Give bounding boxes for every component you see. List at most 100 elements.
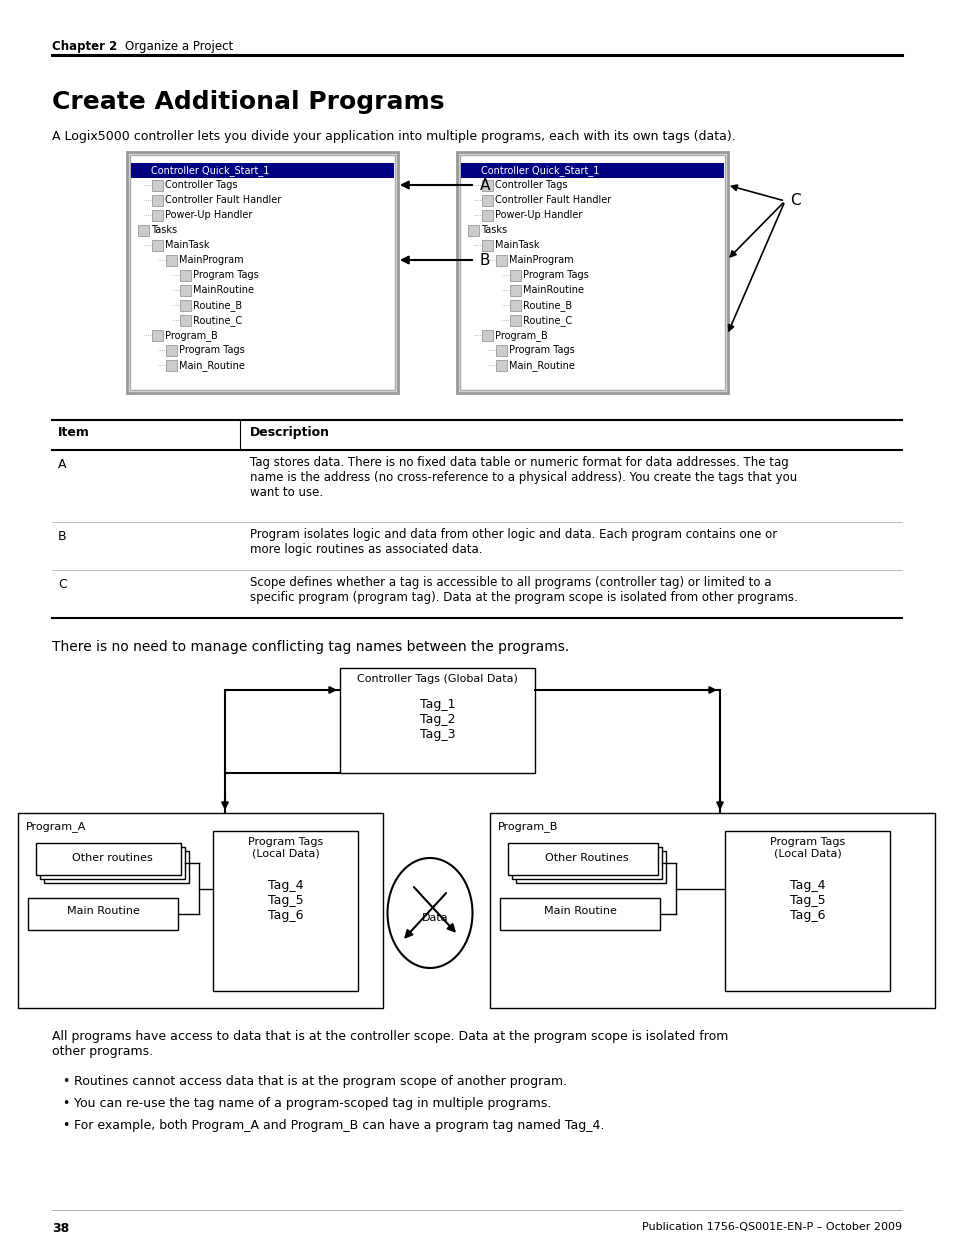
Bar: [180, 300, 191, 311]
Text: Program_B: Program_B: [497, 821, 558, 832]
Text: Other Routines: Other Routines: [544, 853, 628, 863]
Text: Data: Data: [421, 913, 448, 923]
Bar: [481, 240, 493, 251]
Text: Tasks: Tasks: [480, 225, 507, 235]
Bar: [456, 152, 727, 393]
Text: You can re-use the tag name of a program-scoped tag in multiple programs.: You can re-use the tag name of a program…: [74, 1097, 551, 1110]
Bar: [468, 225, 478, 236]
Text: Program Tags: Program Tags: [193, 270, 258, 280]
Text: Tag_1
Tag_2
Tag_3: Tag_1 Tag_2 Tag_3: [419, 698, 455, 741]
Text: Tag stores data. There is no fixed data table or numeric format for data address: Tag stores data. There is no fixed data …: [250, 456, 797, 499]
Bar: [496, 359, 506, 370]
Text: Program Tags: Program Tags: [522, 270, 588, 280]
Bar: [468, 165, 478, 177]
Bar: [459, 156, 724, 390]
Text: Controller Fault Handler: Controller Fault Handler: [165, 195, 281, 205]
Text: 38: 38: [52, 1221, 70, 1235]
Text: Power-Up Handler: Power-Up Handler: [165, 210, 253, 220]
Text: Power-Up Handler: Power-Up Handler: [495, 210, 581, 220]
Bar: [460, 163, 723, 178]
Text: B: B: [479, 253, 490, 268]
Text: Main_Routine: Main_Routine: [509, 359, 575, 370]
Text: A: A: [479, 178, 490, 193]
Text: MainRoutine: MainRoutine: [522, 285, 583, 295]
Text: MainTask: MainTask: [495, 240, 539, 249]
Text: Controller Quick_Start_1: Controller Quick_Start_1: [151, 165, 269, 175]
Text: MainProgram: MainProgram: [179, 254, 243, 266]
Bar: [166, 345, 177, 356]
Bar: [44, 851, 189, 883]
Text: Organize a Project: Organize a Project: [110, 40, 233, 53]
Bar: [130, 156, 395, 390]
Bar: [481, 330, 493, 341]
Text: Tag_4
Tag_5
Tag_6: Tag_4 Tag_5 Tag_6: [268, 879, 303, 923]
Text: Main Routine: Main Routine: [67, 906, 139, 916]
Text: A Logix5000 controller lets you divide your application into multiple programs, : A Logix5000 controller lets you divide y…: [52, 130, 735, 143]
Bar: [152, 180, 163, 191]
Bar: [166, 254, 177, 266]
Bar: [180, 315, 191, 326]
Text: Scope defines whether a tag is accessible to all programs (controller tag) or li: Scope defines whether a tag is accessibl…: [250, 576, 797, 604]
Text: •: •: [62, 1119, 70, 1132]
Text: Program_B: Program_B: [495, 330, 547, 341]
Text: Controller Tags: Controller Tags: [165, 180, 237, 190]
Bar: [28, 898, 178, 930]
Text: Tag_4
Tag_5
Tag_6: Tag_4 Tag_5 Tag_6: [789, 879, 824, 923]
Text: •: •: [62, 1097, 70, 1110]
Text: Create Additional Programs: Create Additional Programs: [52, 90, 444, 114]
Text: Program Tags
(Local Data): Program Tags (Local Data): [769, 837, 844, 858]
Text: Program_B: Program_B: [165, 330, 217, 341]
Text: Routine_C: Routine_C: [522, 315, 572, 326]
Text: MainProgram: MainProgram: [509, 254, 573, 266]
Bar: [496, 254, 506, 266]
Text: Program Tags: Program Tags: [509, 345, 574, 354]
Bar: [481, 180, 493, 191]
Text: Program_A: Program_A: [26, 821, 87, 832]
Bar: [499, 898, 659, 930]
Text: Routine_B: Routine_B: [193, 300, 242, 311]
Text: There is no need to manage conflicting tag names between the programs.: There is no need to manage conflicting t…: [52, 640, 569, 655]
Text: Description: Description: [250, 426, 330, 438]
Bar: [339, 668, 535, 773]
Bar: [131, 163, 394, 178]
Ellipse shape: [387, 858, 472, 968]
Text: Controller Tags: Controller Tags: [495, 180, 567, 190]
Text: For example, both Program_A and Program_B can have a program tag named Tag_4.: For example, both Program_A and Program_…: [74, 1119, 604, 1132]
Bar: [510, 315, 520, 326]
Bar: [510, 285, 520, 296]
Bar: [40, 847, 185, 879]
Bar: [180, 270, 191, 282]
Text: Main Routine: Main Routine: [543, 906, 616, 916]
Bar: [127, 152, 397, 393]
Text: Chapter 2: Chapter 2: [52, 40, 117, 53]
Bar: [490, 813, 934, 1008]
Text: Routine_C: Routine_C: [193, 315, 242, 326]
Bar: [152, 210, 163, 221]
Bar: [36, 844, 181, 876]
Text: Program Tags
(Local Data): Program Tags (Local Data): [248, 837, 323, 858]
Text: Program isolates logic and data from other logic and data. Each program contains: Program isolates logic and data from oth…: [250, 529, 777, 556]
Bar: [510, 300, 520, 311]
Text: •: •: [62, 1074, 70, 1088]
Text: Routines cannot access data that is at the program scope of another program.: Routines cannot access data that is at t…: [74, 1074, 566, 1088]
Bar: [180, 285, 191, 296]
Text: Item: Item: [58, 426, 90, 438]
Bar: [152, 240, 163, 251]
Text: Routine_B: Routine_B: [522, 300, 572, 311]
Bar: [512, 847, 661, 879]
Bar: [507, 844, 658, 876]
Text: MainRoutine: MainRoutine: [193, 285, 253, 295]
Text: Tasks: Tasks: [151, 225, 177, 235]
Text: Controller Fault Handler: Controller Fault Handler: [495, 195, 611, 205]
Text: All programs have access to data that is at the controller scope. Data at the pr: All programs have access to data that is…: [52, 1030, 727, 1058]
Text: Main_Routine: Main_Routine: [179, 359, 245, 370]
Bar: [18, 813, 382, 1008]
Text: Other routines: Other routines: [72, 853, 152, 863]
Bar: [481, 210, 493, 221]
Bar: [516, 851, 665, 883]
Text: C: C: [789, 193, 800, 207]
Text: Controller Quick_Start_1: Controller Quick_Start_1: [480, 165, 598, 175]
Bar: [724, 831, 889, 990]
Bar: [481, 195, 493, 206]
Text: C: C: [58, 578, 67, 592]
